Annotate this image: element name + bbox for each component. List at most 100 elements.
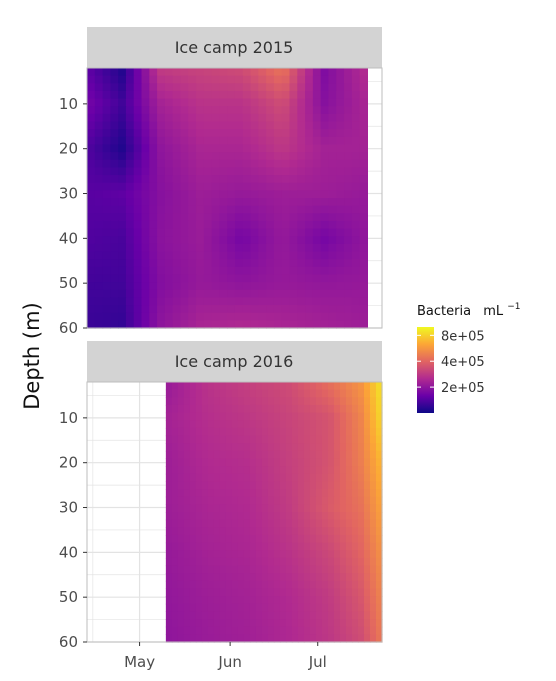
- heatmap-cell: [255, 404, 263, 414]
- heatmap-cell: [237, 473, 245, 483]
- heatmap-cell: [195, 626, 203, 635]
- heatmap-cell: [213, 580, 221, 590]
- heatmap-cell: [231, 450, 239, 460]
- heatmap-cell: [357, 534, 365, 544]
- heatmap-cell: [237, 634, 245, 643]
- heatmap-cell: [180, 83, 189, 92]
- heatmap-cell: [328, 136, 337, 146]
- legend-colorbar: [417, 327, 434, 413]
- heatmap-cell: [237, 626, 245, 635]
- heatmap-cell: [87, 90, 96, 100]
- heatmap-cell: [279, 481, 287, 490]
- heatmap-cell: [351, 75, 361, 84]
- heatmap-cell: [369, 519, 377, 528]
- y-tick-label: 50: [59, 588, 78, 606]
- heatmap-cell: [321, 489, 329, 498]
- heatmap-cell: [219, 68, 228, 77]
- legend-title: Bacteria mL −1: [417, 302, 521, 319]
- heatmap-cell: [225, 634, 233, 643]
- heatmap-cell: [195, 389, 203, 398]
- heatmap-cell: [273, 167, 283, 176]
- heatmap-cell: [312, 259, 322, 268]
- heatmap-cell: [172, 129, 182, 138]
- heatmap-cell: [110, 136, 119, 146]
- heatmap-cell: [203, 274, 213, 283]
- heatmap-cell: [266, 182, 275, 191]
- heatmap-cell: [345, 619, 353, 628]
- heatmap-cell: [281, 213, 291, 222]
- heatmap-cell: [320, 129, 330, 138]
- heatmap-cell: [94, 75, 104, 84]
- heatmap-cell: [320, 312, 330, 321]
- heatmap-cell: [141, 129, 150, 138]
- heatmap-cell: [327, 458, 335, 467]
- heatmap-cell: [180, 282, 189, 291]
- heatmap-cell: [339, 412, 347, 421]
- heatmap-cell: [237, 534, 245, 544]
- heatmap-cell: [279, 420, 287, 429]
- heatmap-cell: [312, 243, 322, 253]
- heatmap-cell: [261, 550, 269, 559]
- heatmap-cell: [281, 136, 291, 146]
- heatmap-cell: [110, 243, 119, 253]
- heatmap-cell: [201, 489, 209, 498]
- heatmap-cell: [249, 489, 257, 498]
- heatmap-cell: [110, 144, 119, 153]
- heatmap-cell: [305, 282, 314, 291]
- heatmap-cell: [273, 588, 281, 597]
- heatmap-cell: [333, 404, 341, 414]
- heatmap-cell: [339, 527, 347, 536]
- heatmap-cell: [369, 580, 377, 590]
- heatmap-cell: [102, 213, 111, 222]
- heatmap-cell: [243, 580, 251, 590]
- heatmap-cell: [273, 83, 283, 92]
- heatmap-cell: [336, 90, 345, 100]
- heatmap-cell: [219, 190, 228, 199]
- heatmap-cell: [188, 205, 197, 214]
- heatmap-cell: [203, 266, 213, 276]
- heatmap-cell: [315, 580, 323, 590]
- heatmap-cell: [351, 611, 359, 620]
- heatmap-cell: [157, 243, 166, 253]
- heatmap-cell: [203, 144, 213, 153]
- heatmap-cell: [195, 619, 203, 628]
- heatmap-cell: [273, 404, 281, 414]
- heatmap-cell: [336, 83, 345, 92]
- heatmap-cell: [249, 588, 257, 597]
- heatmap-cell: [344, 136, 353, 146]
- heatmap-cell: [312, 121, 322, 130]
- heatmap-cell: [333, 473, 341, 483]
- heatmap-cell: [243, 557, 251, 567]
- heatmap-cell: [363, 382, 371, 391]
- heatmap-cell: [369, 450, 377, 460]
- heatmap-cell: [297, 159, 306, 169]
- heatmap-cell: [312, 106, 322, 115]
- heatmap-cell: [315, 512, 323, 521]
- heatmap-cell: [211, 274, 221, 283]
- heatmap-cell: [249, 420, 257, 429]
- heatmap-cell: [267, 466, 275, 475]
- heatmap-cell: [203, 83, 213, 92]
- heatmap-cell: [207, 619, 215, 628]
- heatmap-cell: [312, 205, 322, 214]
- heatmap-cell: [255, 634, 263, 643]
- heatmap-cell: [172, 121, 182, 130]
- heatmap-cell: [336, 274, 345, 283]
- heatmap-cell: [285, 397, 293, 406]
- heatmap-cell: [102, 282, 111, 291]
- heatmap-cell: [188, 136, 197, 146]
- heatmap-cell: [195, 519, 203, 528]
- heatmap-cell: [345, 550, 353, 559]
- heatmap-cell: [297, 289, 306, 299]
- heatmap-cell: [219, 198, 228, 207]
- heatmap-cell: [188, 297, 197, 306]
- heatmap-cell: [320, 144, 330, 153]
- heatmap-cell: [261, 481, 269, 490]
- heatmap-cell: [207, 481, 215, 490]
- heatmap-cell: [359, 98, 368, 107]
- heatmap-cell: [183, 542, 191, 551]
- heatmap-cell: [376, 458, 383, 467]
- heatmap-cell: [231, 550, 239, 559]
- heatmap-cell: [281, 159, 291, 169]
- heatmap-cell: [344, 220, 353, 230]
